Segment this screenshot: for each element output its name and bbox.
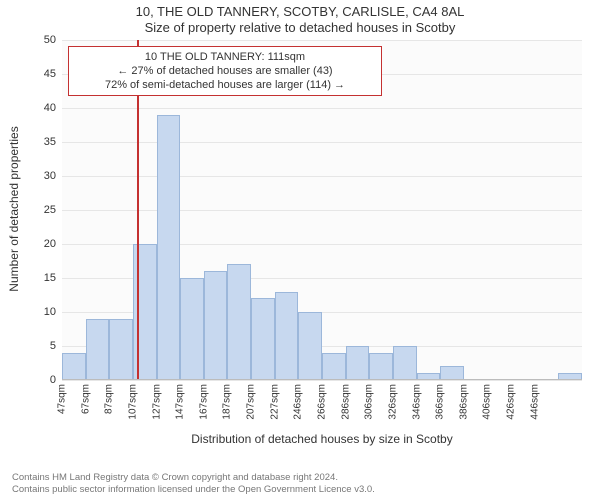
page-title-line1: 10, THE OLD TANNERY, SCOTBY, CARLISLE, C… bbox=[0, 4, 600, 20]
y-tick: 20 bbox=[44, 238, 62, 250]
x-axis-label: Distribution of detached houses by size … bbox=[62, 432, 582, 446]
y-tick: 15 bbox=[44, 272, 62, 284]
x-tick: 127sqm bbox=[151, 380, 162, 420]
page-title-line2: Size of property relative to detached ho… bbox=[0, 20, 600, 36]
bar bbox=[298, 312, 322, 380]
y-tick: 30 bbox=[44, 170, 62, 182]
y-tick: 45 bbox=[44, 68, 62, 80]
x-tick: 87sqm bbox=[104, 380, 115, 414]
x-tick: 47sqm bbox=[57, 380, 68, 414]
annotation-line: 72% of semi-detached houses are larger (… bbox=[75, 78, 375, 92]
root: 10, THE OLD TANNERY, SCOTBY, CARLISLE, C… bbox=[0, 0, 600, 500]
y-tick: 10 bbox=[44, 306, 62, 318]
gridline bbox=[62, 108, 582, 109]
x-tick: 306sqm bbox=[364, 380, 375, 420]
bar bbox=[227, 264, 251, 380]
gridline bbox=[62, 176, 582, 177]
x-tick: 187sqm bbox=[222, 380, 233, 420]
x-tick: 286sqm bbox=[340, 380, 351, 420]
y-tick: 35 bbox=[44, 136, 62, 148]
annotation-box: 10 THE OLD TANNERY: 111sqm← 27% of detac… bbox=[68, 46, 382, 96]
y-tick: 40 bbox=[44, 102, 62, 114]
y-tick: 5 bbox=[50, 340, 62, 352]
annotation-line: 10 THE OLD TANNERY: 111sqm bbox=[75, 50, 375, 64]
x-tick: 446sqm bbox=[529, 380, 540, 420]
bar bbox=[62, 353, 86, 380]
gridline bbox=[62, 142, 582, 143]
x-tick: 426sqm bbox=[506, 380, 517, 420]
x-tick: 167sqm bbox=[198, 380, 209, 420]
x-tick: 246sqm bbox=[293, 380, 304, 420]
bar bbox=[322, 353, 346, 380]
x-tick: 207sqm bbox=[246, 380, 257, 420]
x-tick: 266sqm bbox=[317, 380, 328, 420]
x-tick: 107sqm bbox=[127, 380, 138, 420]
bar bbox=[440, 366, 464, 380]
x-tick: 227sqm bbox=[269, 380, 280, 420]
x-tick: 147sqm bbox=[175, 380, 186, 420]
footer-line2: Contains public sector information licen… bbox=[12, 484, 375, 496]
bar bbox=[275, 292, 299, 380]
bar bbox=[180, 278, 204, 380]
y-tick: 25 bbox=[44, 204, 62, 216]
bar bbox=[109, 319, 133, 380]
bar bbox=[251, 298, 275, 380]
x-tick: 346sqm bbox=[411, 380, 422, 420]
y-tick: 50 bbox=[44, 34, 62, 46]
bar bbox=[369, 353, 393, 380]
x-axis-line bbox=[62, 379, 582, 380]
x-tick: 406sqm bbox=[482, 380, 493, 420]
x-tick: 67sqm bbox=[80, 380, 91, 414]
annotation-line: ← 27% of detached houses are smaller (43… bbox=[75, 64, 375, 78]
bar bbox=[393, 346, 417, 380]
bar bbox=[86, 319, 110, 380]
title-block: 10, THE OLD TANNERY, SCOTBY, CARLISLE, C… bbox=[0, 4, 600, 36]
footer: Contains HM Land Registry data © Crown c… bbox=[12, 472, 375, 496]
bar bbox=[204, 271, 228, 380]
bar bbox=[346, 346, 370, 380]
bar bbox=[157, 115, 181, 380]
x-tick: 386sqm bbox=[458, 380, 469, 420]
x-tick: 366sqm bbox=[435, 380, 446, 420]
gridline bbox=[62, 40, 582, 41]
y-axis-label: Number of detached properties bbox=[7, 109, 21, 309]
x-tick: 326sqm bbox=[387, 380, 398, 420]
gridline bbox=[62, 210, 582, 211]
footer-line1: Contains HM Land Registry data © Crown c… bbox=[12, 472, 375, 484]
histogram-plot: 05101520253035404550 10 THE OLD TANNERY:… bbox=[62, 40, 582, 380]
